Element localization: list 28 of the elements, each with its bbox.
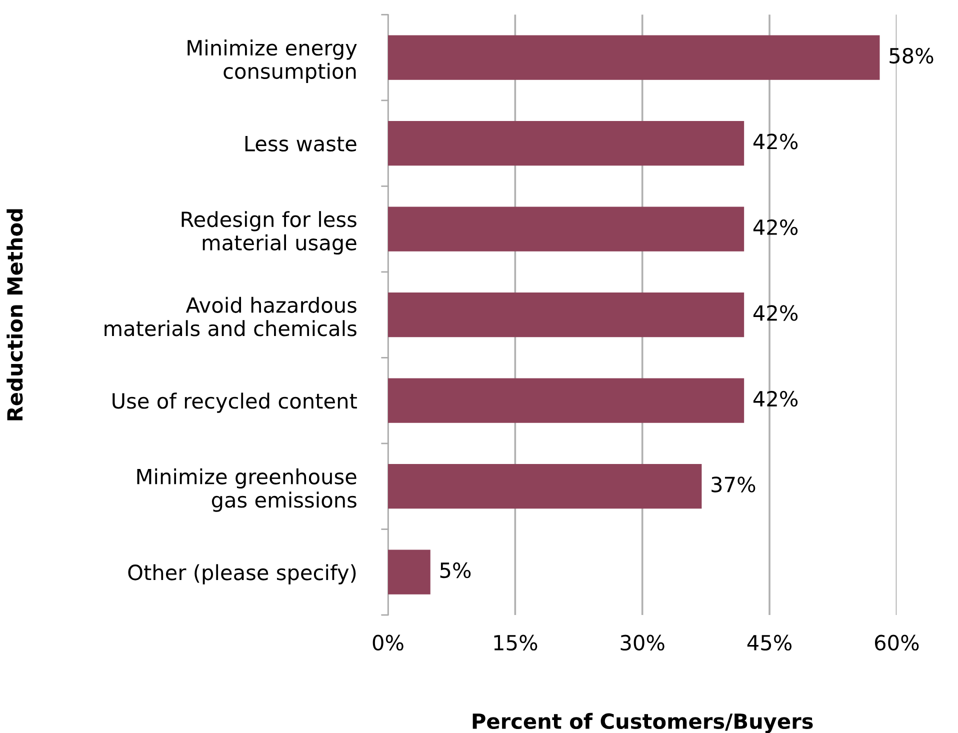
bar [388, 378, 744, 423]
data-label: 42% [753, 305, 798, 321]
bar [388, 550, 430, 594]
y-tick-label: Redesign for less material usage [182, 211, 356, 255]
data-label: 42% [753, 390, 798, 407]
bar [388, 35, 880, 80]
y-tick-label: Other (please specify) [128, 564, 356, 584]
bar [388, 292, 744, 338]
bar [388, 464, 702, 509]
x-axis-title: Percent of Customers/Buyers [472, 712, 813, 733]
x-tick-label: 30% [620, 634, 664, 651]
x-tick-label: 60% [874, 634, 919, 651]
data-label: 42% [753, 219, 798, 236]
data-label: 5% [440, 562, 471, 578]
y-tick-label: Minimize energy consumption [188, 40, 357, 84]
y-tick-label: Minimize greenhouse gas emissions [137, 468, 356, 512]
data-label: 58% [890, 48, 934, 64]
bar [388, 121, 744, 166]
x-tick-label: 45% [747, 634, 792, 651]
data-label: 42% [753, 134, 798, 150]
bar [388, 206, 744, 252]
y-tick-label: Avoid hazardous materials and chemicals [104, 296, 356, 336]
x-tick-label: 15% [494, 634, 538, 651]
x-tick-label: 0% [372, 634, 404, 651]
data-label: 37% [712, 476, 756, 492]
y-tick-label: Use of recycled content [112, 392, 357, 413]
y-axis-title: Reduction Method [6, 209, 23, 420]
y-tick-label: Less waste [245, 136, 356, 152]
